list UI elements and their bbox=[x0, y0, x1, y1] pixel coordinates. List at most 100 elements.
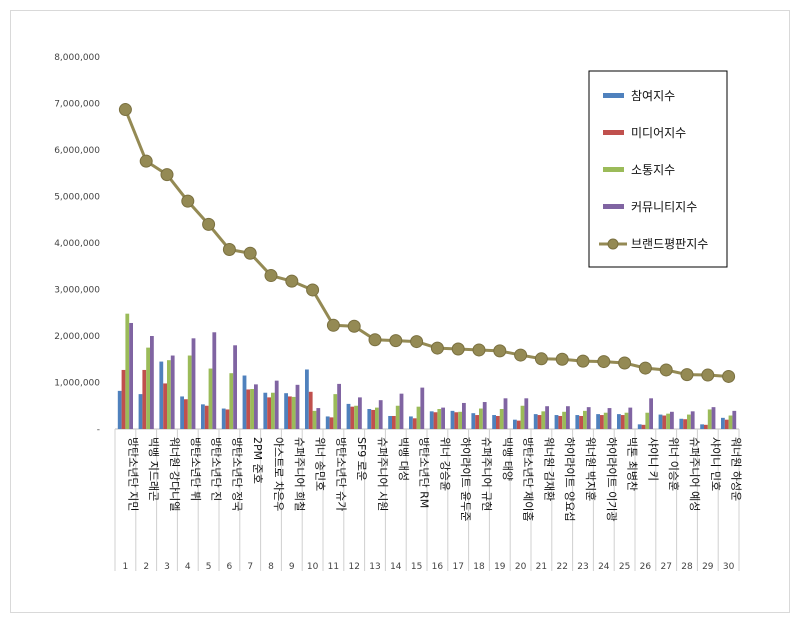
x-tick-label: 빅뱅 대성 bbox=[397, 437, 410, 481]
bar-1 bbox=[159, 361, 164, 429]
x-tick-label: 워너원 김재환 bbox=[542, 437, 555, 501]
bar-4 bbox=[482, 402, 487, 429]
bar-2 bbox=[433, 412, 438, 429]
bar-2 bbox=[184, 399, 188, 429]
bar-4 bbox=[191, 338, 196, 429]
series-point bbox=[493, 344, 507, 358]
bar-4 bbox=[129, 322, 133, 429]
x-rank-label: 6 bbox=[227, 562, 233, 572]
x-rank-label: 3 bbox=[164, 562, 170, 572]
bar-4 bbox=[150, 336, 154, 429]
x-tick-label: 위너 강승윤 bbox=[438, 437, 451, 491]
x-rank-label: 13 bbox=[369, 562, 380, 572]
x-tick-label: 하이라이트 이기광 bbox=[605, 437, 619, 521]
y-tick-label: - bbox=[97, 425, 100, 435]
bar-3 bbox=[687, 414, 691, 429]
bar-3 bbox=[146, 347, 150, 429]
x-tick-label: 슈퍼주니어 희철 bbox=[293, 437, 306, 511]
brand-reputation-chart: - 1,000,000 2,000,000 3,000,000 4,000,000 5,0… bbox=[54, 53, 744, 572]
y-tick-label: 5,000,000 bbox=[54, 193, 100, 203]
bar-2 bbox=[163, 383, 167, 429]
x-rank-label: 20 bbox=[515, 562, 527, 572]
bar-1 bbox=[221, 408, 226, 429]
bar-3 bbox=[291, 396, 296, 429]
series-point bbox=[514, 348, 528, 362]
bar-4 bbox=[524, 398, 529, 429]
bar-2 bbox=[142, 369, 147, 429]
bar-3 bbox=[250, 389, 254, 429]
bar-1 bbox=[575, 415, 580, 429]
bar-2 bbox=[288, 396, 292, 429]
bar-3 bbox=[458, 411, 462, 429]
bar-3 bbox=[312, 410, 317, 429]
bar-4 bbox=[566, 406, 570, 429]
legend-swatch bbox=[603, 130, 624, 135]
x-tick-label: 빅뱅 지드래곤 bbox=[147, 437, 160, 501]
bar-4 bbox=[233, 345, 237, 429]
bar-1 bbox=[263, 392, 268, 429]
x-rank-label: 25 bbox=[619, 562, 630, 572]
x-tick-label: 방탄소년단 지민 bbox=[126, 437, 139, 511]
bar-4 bbox=[337, 383, 341, 429]
x-rank-label: 7 bbox=[247, 562, 253, 572]
bar-1 bbox=[346, 403, 351, 429]
bar-1 bbox=[533, 414, 538, 429]
x-tick-label: 방탄소년단 진 bbox=[210, 437, 223, 501]
series-point bbox=[555, 352, 569, 366]
bar-1 bbox=[492, 415, 496, 429]
x-tick-label: SF9 로운 bbox=[355, 437, 368, 481]
x-rank-label: 4 bbox=[185, 562, 191, 572]
bar-1 bbox=[637, 424, 642, 429]
bar-3 bbox=[375, 407, 379, 429]
x-rank-label: 23 bbox=[577, 562, 588, 572]
x-rank-label: 22 bbox=[556, 562, 567, 572]
series-point bbox=[139, 154, 153, 168]
x-rank-label: 21 bbox=[536, 562, 547, 572]
x-rank-label: 12 bbox=[348, 562, 359, 572]
x-rank-label: 19 bbox=[494, 562, 506, 572]
x-tick-label: 슈퍼주니어 시원 bbox=[376, 437, 389, 511]
series-point bbox=[306, 283, 320, 297]
series-point bbox=[534, 352, 548, 366]
y-tick-label: 4,000,000 bbox=[54, 239, 100, 249]
series-point bbox=[326, 318, 340, 332]
series-point bbox=[618, 356, 632, 370]
bar-3 bbox=[666, 413, 670, 429]
x-rank-label: 28 bbox=[681, 562, 693, 572]
bar-1 bbox=[554, 415, 559, 429]
bar-1 bbox=[471, 413, 476, 429]
bar-3 bbox=[624, 412, 629, 429]
bar-2 bbox=[537, 415, 542, 429]
bar-4 bbox=[586, 407, 591, 429]
series-point bbox=[597, 355, 611, 369]
bar-3 bbox=[354, 405, 358, 429]
bar-4 bbox=[399, 393, 404, 429]
bar-1 bbox=[138, 394, 143, 429]
x-rank-label: 30 bbox=[723, 562, 735, 572]
bar-4 bbox=[607, 408, 612, 429]
bar-2 bbox=[392, 415, 396, 429]
bar-2 bbox=[662, 415, 667, 429]
bar-1 bbox=[450, 410, 455, 429]
series-point bbox=[160, 168, 174, 182]
series-point bbox=[389, 334, 403, 348]
x-tick-label: 워너원 하성운 bbox=[730, 437, 744, 501]
legend-swatch bbox=[603, 167, 624, 172]
x-rank-label: 24 bbox=[598, 562, 610, 572]
series-point bbox=[118, 103, 132, 117]
x-tick-label: 샤이니 민호 bbox=[709, 437, 722, 491]
x-rank-label: 18 bbox=[473, 562, 485, 572]
bar-3 bbox=[499, 409, 504, 429]
x-rank-label: 14 bbox=[390, 562, 402, 572]
bar-1 bbox=[513, 419, 517, 429]
x-rank-label: 11 bbox=[328, 562, 339, 572]
bar-1 bbox=[284, 393, 288, 429]
x-tick-label: 방탄소년단 RM bbox=[418, 437, 431, 508]
bar-2 bbox=[496, 415, 500, 429]
bar-2 bbox=[225, 409, 230, 429]
bar-2 bbox=[600, 415, 604, 429]
bar-2 bbox=[641, 424, 646, 429]
bar-4 bbox=[711, 407, 716, 429]
series-point bbox=[202, 217, 216, 231]
x-rank-label: 26 bbox=[640, 562, 652, 572]
